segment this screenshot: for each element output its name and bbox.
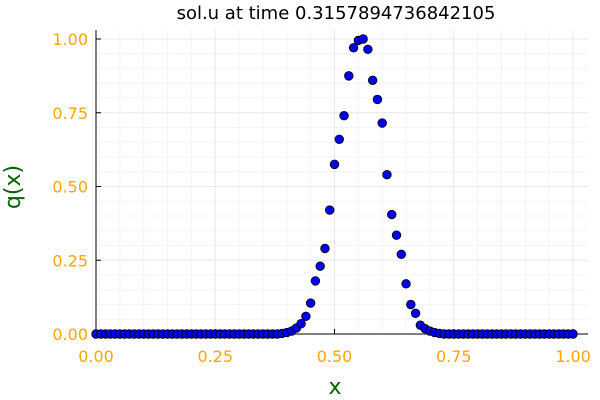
y-tick-label: 1.00 <box>52 30 88 49</box>
data-point <box>301 311 311 322</box>
data-point <box>325 205 335 215</box>
x-tick-label: 0.50 <box>317 347 353 366</box>
data-point <box>568 329 578 339</box>
data-point <box>377 118 387 128</box>
data-point <box>315 261 325 271</box>
data-point <box>387 209 397 220</box>
data-point <box>372 94 383 105</box>
y-axis-label: q(x) <box>1 165 26 209</box>
data-point <box>363 44 373 55</box>
data-point <box>348 43 359 53</box>
data-point <box>406 299 416 310</box>
data-point <box>329 159 340 170</box>
x-axis-label: x <box>328 375 341 400</box>
tick-labels: 0.00 0.25 0.50 0.75 1.00 0.00 0.25 0.50 0.75 1.00 <box>52 30 590 366</box>
data-point <box>396 249 406 260</box>
y-tick-label: 0.00 <box>52 325 88 344</box>
y-tick-label: 0.25 <box>52 251 88 270</box>
chart-title: sol.u at time 0.3157894736842105 <box>177 3 496 24</box>
data-point <box>305 298 316 308</box>
data-point <box>367 75 378 86</box>
data-point <box>391 230 402 240</box>
y-tick-label: 0.75 <box>52 104 88 123</box>
y-tick-label: 0.50 <box>52 178 88 197</box>
data-point <box>358 34 368 44</box>
data-point <box>296 318 306 329</box>
data-point <box>410 308 421 319</box>
data-point <box>334 134 344 145</box>
data-point <box>310 276 321 286</box>
x-tick-label: 0.25 <box>197 347 233 366</box>
x-tick-label: 1.00 <box>555 347 591 366</box>
x-tick-label: 0.00 <box>78 347 114 366</box>
scatter-points <box>91 34 578 339</box>
x-tick-label: 0.75 <box>436 347 472 366</box>
data-point <box>382 169 392 180</box>
data-point <box>339 110 349 121</box>
data-point <box>320 243 330 254</box>
data-point <box>401 279 411 289</box>
data-point <box>344 71 354 81</box>
